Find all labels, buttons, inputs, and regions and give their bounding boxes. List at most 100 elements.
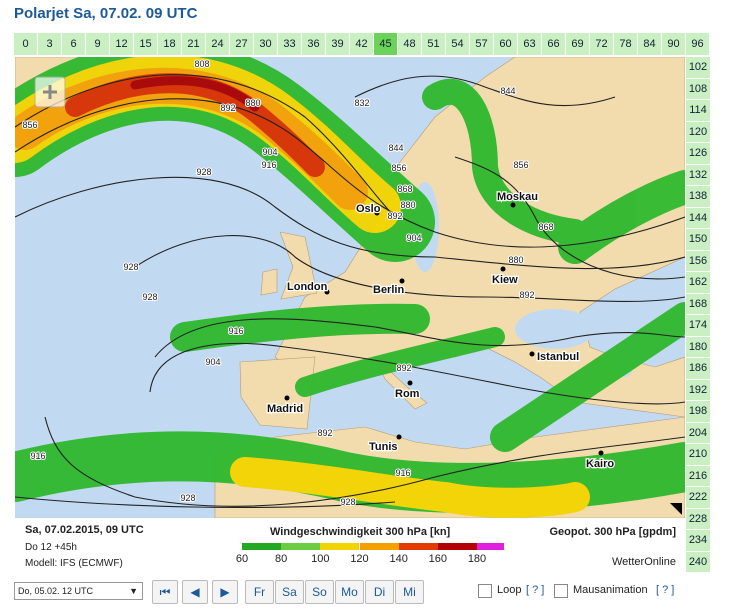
hour-cell[interactable]: 222: [686, 487, 710, 508]
contour-label: 880: [508, 255, 523, 265]
day-button[interactable]: Mo: [335, 580, 364, 604]
first-button[interactable]: ⏮: [152, 580, 178, 604]
hour-cell[interactable]: 3: [38, 33, 61, 55]
select[interactable]: Do, 05.02. 12 UTC ▼: [14, 582, 143, 600]
hour-cell[interactable]: 66: [542, 33, 565, 55]
contour-label: 892: [387, 211, 402, 221]
day-button[interactable]: Mi: [395, 580, 424, 604]
hour-cell[interactable]: 108: [686, 78, 710, 99]
legend-title: Windgeschwindigkeit 300 hPa [kn]: [270, 526, 451, 538]
mouse-checkbox[interactable]: [554, 584, 568, 598]
hour-cell[interactable]: 36: [302, 33, 325, 55]
day-button[interactable]: Sa: [275, 580, 304, 604]
hour-cell[interactable]: 6: [62, 33, 85, 55]
contour-label: 808: [194, 59, 209, 69]
legend-swatch: [437, 543, 477, 550]
hour-cell[interactable]: 78: [614, 33, 637, 55]
model: Modell: IFS (ECMWF): [25, 558, 123, 569]
city: Istanbul: [537, 351, 579, 363]
hour-cell[interactable]: 42: [350, 33, 373, 55]
hour-cell[interactable]: 9: [86, 33, 109, 55]
contour-label: 880: [400, 200, 415, 210]
hour-cell[interactable]: 114: [686, 100, 710, 121]
prev-button[interactable]: ◀: [182, 580, 208, 604]
map: Oslo Moskau London Berlin Kiew Istanbul …: [15, 57, 685, 518]
contour-label: 916: [261, 160, 276, 170]
contour-label: 928: [196, 167, 211, 177]
legend-tick: 100: [311, 553, 330, 565]
hour-cell[interactable]: 57: [470, 33, 493, 55]
hour-cell[interactable]: 144: [686, 207, 710, 228]
title: Polarjet Sa, 07.02. 09 UTC: [14, 5, 198, 22]
hour-cell[interactable]: 204: [686, 422, 710, 443]
city: Berlin: [373, 284, 404, 296]
contour-label: 868: [397, 184, 412, 194]
hour-cell[interactable]: 186: [686, 358, 710, 379]
legend-tick: 120: [350, 553, 369, 565]
help-link[interactable]: [ ? ]: [656, 584, 675, 596]
hour-cell[interactable]: 60: [494, 33, 517, 55]
next-button[interactable]: ▶: [212, 580, 238, 604]
hour-cell[interactable]: 138: [686, 186, 710, 207]
hour-cell[interactable]: 192: [686, 379, 710, 400]
hour-cell[interactable]: 240: [686, 551, 710, 572]
contour-label: 928: [340, 497, 355, 507]
hour-cell[interactable]: 228: [686, 508, 710, 529]
hour-cell[interactable]: 48: [398, 33, 421, 55]
hour-cell[interactable]: 168: [686, 293, 710, 314]
hour-cell[interactable]: 132: [686, 164, 710, 185]
hour-cell[interactable]: 210: [686, 444, 710, 465]
contour-label: 892: [519, 290, 534, 300]
hour-cell[interactable]: 150: [686, 229, 710, 250]
hour-cell[interactable]: 72: [590, 33, 613, 55]
hour-cell[interactable]: 45: [374, 33, 397, 55]
contour-label: 892: [220, 103, 235, 113]
city: Madrid: [267, 403, 303, 415]
hour-cell[interactable]: 102: [686, 57, 710, 78]
legend-swatch: [281, 543, 321, 550]
legend-swatch: [477, 543, 505, 550]
hour-cell[interactable]: 69: [566, 33, 589, 55]
hour-cell[interactable]: 120: [686, 121, 710, 142]
hour-cell[interactable]: 33: [278, 33, 301, 55]
hour-cell[interactable]: 180: [686, 336, 710, 357]
city: Moskau: [497, 191, 538, 203]
city: Kairo: [586, 458, 614, 470]
hour-cell[interactable]: 126: [686, 143, 710, 164]
loop-checkbox[interactable]: [478, 584, 492, 598]
contour-label: 904: [205, 357, 220, 367]
hour-cell[interactable]: 12: [110, 33, 133, 55]
hour-cell[interactable]: 27: [230, 33, 253, 55]
hour-cell[interactable]: 24: [206, 33, 229, 55]
cities: Oslo Moskau London Berlin Kiew Istanbul …: [266, 190, 616, 472]
hour-cell[interactable]: 174: [686, 315, 710, 336]
hour-cell[interactable]: 51: [422, 33, 445, 55]
legend-swatch: [359, 543, 399, 550]
hour-cell[interactable]: 162: [686, 272, 710, 293]
hour-cell[interactable]: 84: [638, 33, 661, 55]
hour-cell[interactable]: 198: [686, 401, 710, 422]
day-button[interactable]: So: [305, 580, 334, 604]
hour-cell[interactable]: 234: [686, 530, 710, 551]
hour-cell[interactable]: 216: [686, 465, 710, 486]
loop-label: Loop: [497, 584, 522, 596]
select-value: Do, 05.02. 12 UTC: [18, 586, 94, 596]
hour-cell[interactable]: 0: [14, 33, 37, 55]
hour-cell[interactable]: 54: [446, 33, 469, 55]
day-button[interactable]: Di: [365, 580, 394, 604]
hour-cell[interactable]: 90: [662, 33, 685, 55]
hour-cell[interactable]: 15: [134, 33, 157, 55]
day-button[interactable]: Fr: [245, 580, 274, 604]
hour-cell[interactable]: 63: [518, 33, 541, 55]
help-link[interactable]: [ ? ]: [526, 584, 545, 596]
contour-label: 892: [396, 363, 411, 373]
hour-cell[interactable]: 96: [686, 33, 709, 55]
hour-cell[interactable]: 30: [254, 33, 277, 55]
hour-cell[interactable]: 21: [182, 33, 205, 55]
hour-cell[interactable]: 156: [686, 250, 710, 271]
contour-label: 928: [142, 292, 157, 302]
hour-cell[interactable]: 18: [158, 33, 181, 55]
contour-label: 868: [538, 222, 553, 232]
hour-cell[interactable]: 39: [326, 33, 349, 55]
